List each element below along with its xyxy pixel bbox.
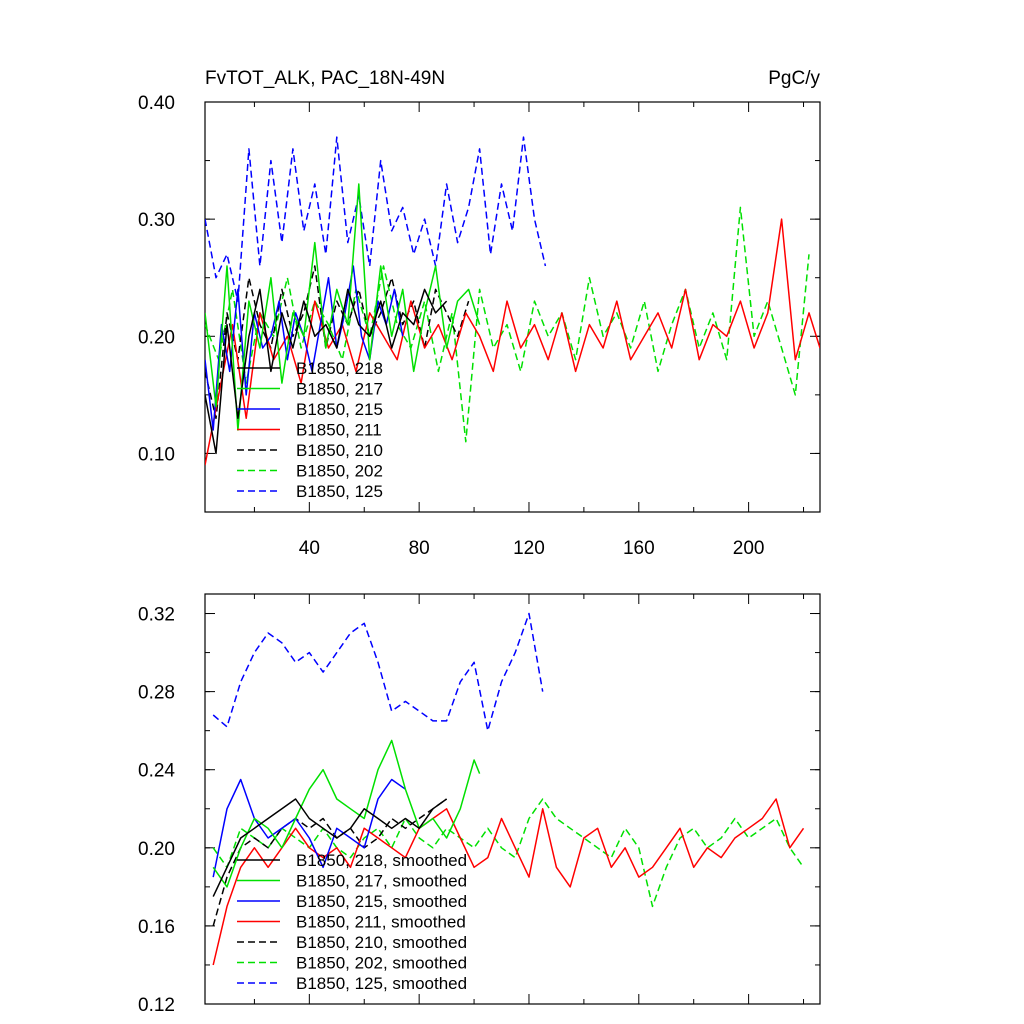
legend-label-2: B1850, 215, smoothed: [296, 892, 467, 911]
plot-frame: [204, 593, 821, 1005]
y-tick-label: 0.32: [138, 605, 175, 626]
y-tick-label: 0.24: [138, 761, 175, 782]
series-line-3: [205, 218, 820, 466]
series-layer: [212, 612, 805, 966]
legend-label-6: B1850, 125: [296, 482, 383, 501]
units-label: PgC/y: [768, 68, 820, 89]
legend-label-0: B1850, 218, smoothed: [296, 851, 467, 870]
legend-label-4: B1850, 210, smoothed: [296, 933, 467, 952]
series-line-3: [212, 798, 805, 966]
legend-label-5: B1850, 202: [296, 462, 383, 481]
y-tick-label: 0.40: [138, 93, 175, 114]
bottom-panel: 0.12 0.16 0.20 0.24 0.28 0.32 B1850, 218, smoo…: [138, 593, 821, 1016]
series-line-5: [205, 206, 810, 443]
legend-label-4: B1850, 210: [296, 441, 383, 460]
series-line-0: [212, 798, 448, 897]
y-tick-label: 0.28: [138, 683, 175, 704]
legend-label-0: B1850, 218: [296, 359, 383, 378]
series-line-0: [205, 288, 448, 455]
series-line-1: [212, 739, 481, 888]
x-tick-label: 120: [513, 538, 545, 559]
legend-label-1: B1850, 217, smoothed: [296, 872, 467, 891]
y-tick-label: 0.20: [138, 327, 175, 348]
x-tick-label: 80: [409, 538, 430, 559]
series-line-1: [205, 183, 481, 431]
legend-label-3: B1850, 211: [296, 421, 382, 440]
x-tick-label: 40: [299, 538, 320, 559]
legend-label-1: B1850, 217: [296, 380, 383, 399]
legend-label-2: B1850, 215: [296, 400, 383, 419]
y-tick-label: 0.10: [138, 444, 175, 465]
y-tick-label: 0.12: [138, 995, 175, 1016]
y-tick-label: 0.20: [138, 839, 175, 860]
legend-label-6: B1850, 125, smoothed: [296, 974, 467, 993]
legend-label-3: B1850, 211, smoothed: [296, 913, 466, 932]
series-line-4: [212, 798, 448, 927]
series-layer: [205, 136, 820, 466]
series-line-6: [205, 136, 547, 302]
y-tick-label: 0.30: [138, 210, 175, 231]
series-line-4: [205, 265, 470, 420]
top-panel: 40 80 120 160 200 0.10 0.20 0.30 0.40 B1850, 218 B…: [138, 93, 821, 559]
series-line-6: [212, 612, 544, 732]
x-tick-label: 160: [623, 538, 655, 559]
x-tick-label: 200: [733, 538, 765, 559]
chart-title: FvTOT_ALK, PAC_18N-49N: [205, 68, 445, 89]
plot-frame: [204, 101, 821, 513]
y-tick-label: 0.16: [138, 917, 175, 938]
legend-label-5: B1850, 202, smoothed: [296, 954, 467, 973]
